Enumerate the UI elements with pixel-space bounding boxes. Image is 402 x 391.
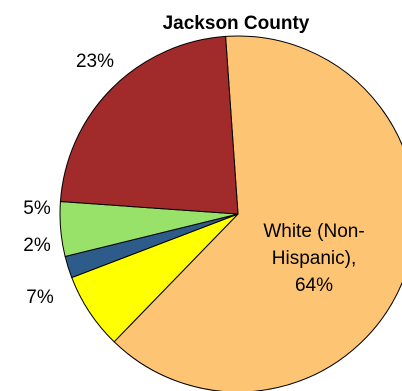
chart-title: Jackson County bbox=[163, 13, 310, 34]
slice-label-line: Hispanic), bbox=[272, 248, 356, 269]
slice-label: 5% bbox=[23, 198, 51, 219]
slice-label: White (Non- Hispanic), 64% bbox=[263, 221, 364, 296]
slice-label: 7% bbox=[26, 287, 54, 308]
slice-label: 2% bbox=[23, 235, 51, 256]
pie-slice bbox=[113, 35, 402, 391]
pie-slice bbox=[59, 35, 239, 215]
slice-label-line: 5% bbox=[23, 198, 51, 219]
pie-labels: White (Non- Hispanic), 64% 7% 2% 5% 23% bbox=[23, 51, 364, 308]
pie-slices bbox=[59, 35, 402, 391]
slice-label-line: 23% bbox=[76, 51, 114, 72]
slice-label: 23% bbox=[76, 51, 114, 72]
slice-label-line: 64% bbox=[295, 275, 333, 296]
slice-label-line: 2% bbox=[23, 235, 51, 256]
slice-label-line: 7% bbox=[26, 287, 54, 308]
slice-label-line: White (Non- bbox=[263, 221, 364, 242]
